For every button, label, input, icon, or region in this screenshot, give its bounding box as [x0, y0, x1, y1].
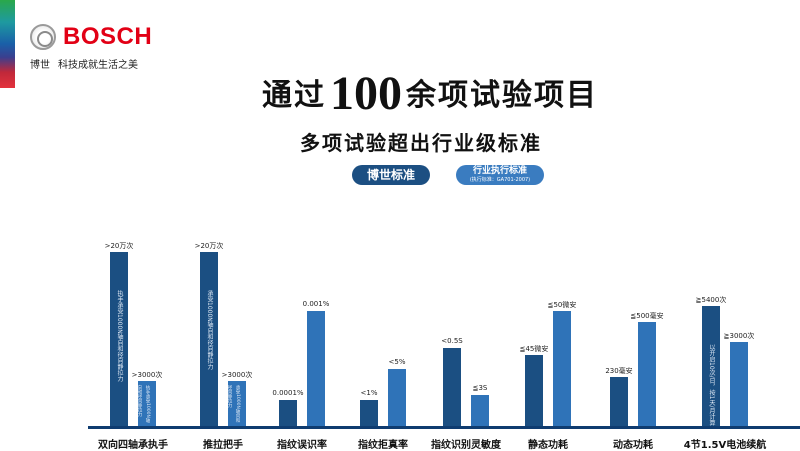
x-axis-baseline [88, 426, 800, 429]
industry-bar [388, 368, 406, 426]
bosch-bar: 承受1000N轴向和径向静拉力 [200, 252, 218, 426]
industry-bar [553, 311, 571, 426]
bar-value-label: 230毫安 [605, 367, 633, 376]
bosch-bar: 以开启10次/日，按1天/月计算 [702, 305, 720, 426]
bar-note: 执手承受1000N轴向和径向静拉力 [116, 290, 123, 382]
category-label: 指纹识别灵敏度 [431, 440, 501, 451]
bosch-bar: 执手承受1000N轴向和径向静拉力 [110, 252, 128, 426]
bar-value-label: >20万次 [194, 242, 224, 250]
industry-bar [638, 321, 656, 426]
bar-value-label: ≦500毫安 [630, 311, 664, 320]
category-label: 指纹误识率 [277, 440, 327, 451]
category-label: 静态功耗 [528, 440, 568, 451]
logo-chinese-name: 博世 [30, 60, 50, 71]
bosch-bar [360, 399, 378, 426]
title-prefix: 通过 [262, 78, 326, 113]
bar-value-label: ≧5400次 [695, 295, 727, 304]
bar-value-label: >3000次 [131, 370, 163, 379]
page-subtitle: 多项试验超出行业级标准 [300, 131, 542, 155]
bosch-bar [279, 399, 297, 426]
logo-slogan: 科技成就生活之美 [58, 60, 138, 71]
logo-wordmark: BOSCH [63, 23, 153, 50]
bar-value-label: ≦50微安 [547, 301, 577, 310]
bar-note: 承受1000N轴向和径向静拉力 [206, 290, 213, 370]
bar-value-label: >20万次 [104, 242, 134, 250]
bar-value-label: <0.5S [441, 336, 463, 345]
industry-bar: 执手承受1000N轴向和径向静拉力 [137, 380, 156, 426]
bar-note: 以开启10次/日，按1天/月计算 [708, 343, 715, 426]
title-suffix: 余项试验项目 [406, 78, 598, 113]
industry-bar [471, 394, 489, 426]
category-label: 指纹拒真率 [358, 440, 408, 451]
legend-industry-note: (执行标准：GA701-2007) [469, 177, 531, 183]
bar-value-label: ≧3000次 [723, 332, 755, 341]
category-label: 双向四轴承执手 [98, 440, 168, 451]
bosch-bar [525, 354, 543, 426]
industry-bar [730, 342, 748, 426]
legend-industry-standard: 行业执行标准 (执行标准：GA701-2007) [456, 165, 544, 185]
bar-note: 执手承受1000N轴向和径向静拉力 [137, 384, 150, 423]
bar-value-label: ≦3S [472, 383, 488, 392]
title-number: 100 [330, 67, 402, 120]
brand-color-stripe [0, 0, 15, 88]
bosch-bar [610, 377, 628, 426]
bar-value-label: ≦45微安 [519, 344, 549, 353]
bar-value-label: <5% [388, 357, 406, 366]
industry-bar: 承受1000N轴向和径向静拉力 [227, 380, 246, 426]
bar-value-label: 0.0001% [272, 388, 304, 397]
bar-note: 承受1000N轴向和径向静拉力 [227, 384, 240, 423]
category-label: 4节1.5V电池续航 [683, 440, 767, 451]
category-label: 推拉把手 [203, 440, 243, 451]
bar-value-label: <1% [360, 388, 378, 397]
legend-industry-label: 行业执行标准 [472, 166, 527, 176]
page-title: 通过100 余项试验项目 [262, 66, 598, 121]
bar-value-label: >3000次 [221, 370, 253, 379]
bosch-armature-icon [30, 24, 56, 50]
industry-bar [307, 311, 325, 426]
category-label: 动态功耗 [613, 440, 653, 451]
bosch-bar [443, 347, 461, 426]
bar-value-label: 0.001% [302, 300, 330, 309]
logo-tagline: 博世 科技成就生活之美 [30, 56, 138, 71]
legend-bosch-standard: 博世标准 [352, 165, 430, 185]
